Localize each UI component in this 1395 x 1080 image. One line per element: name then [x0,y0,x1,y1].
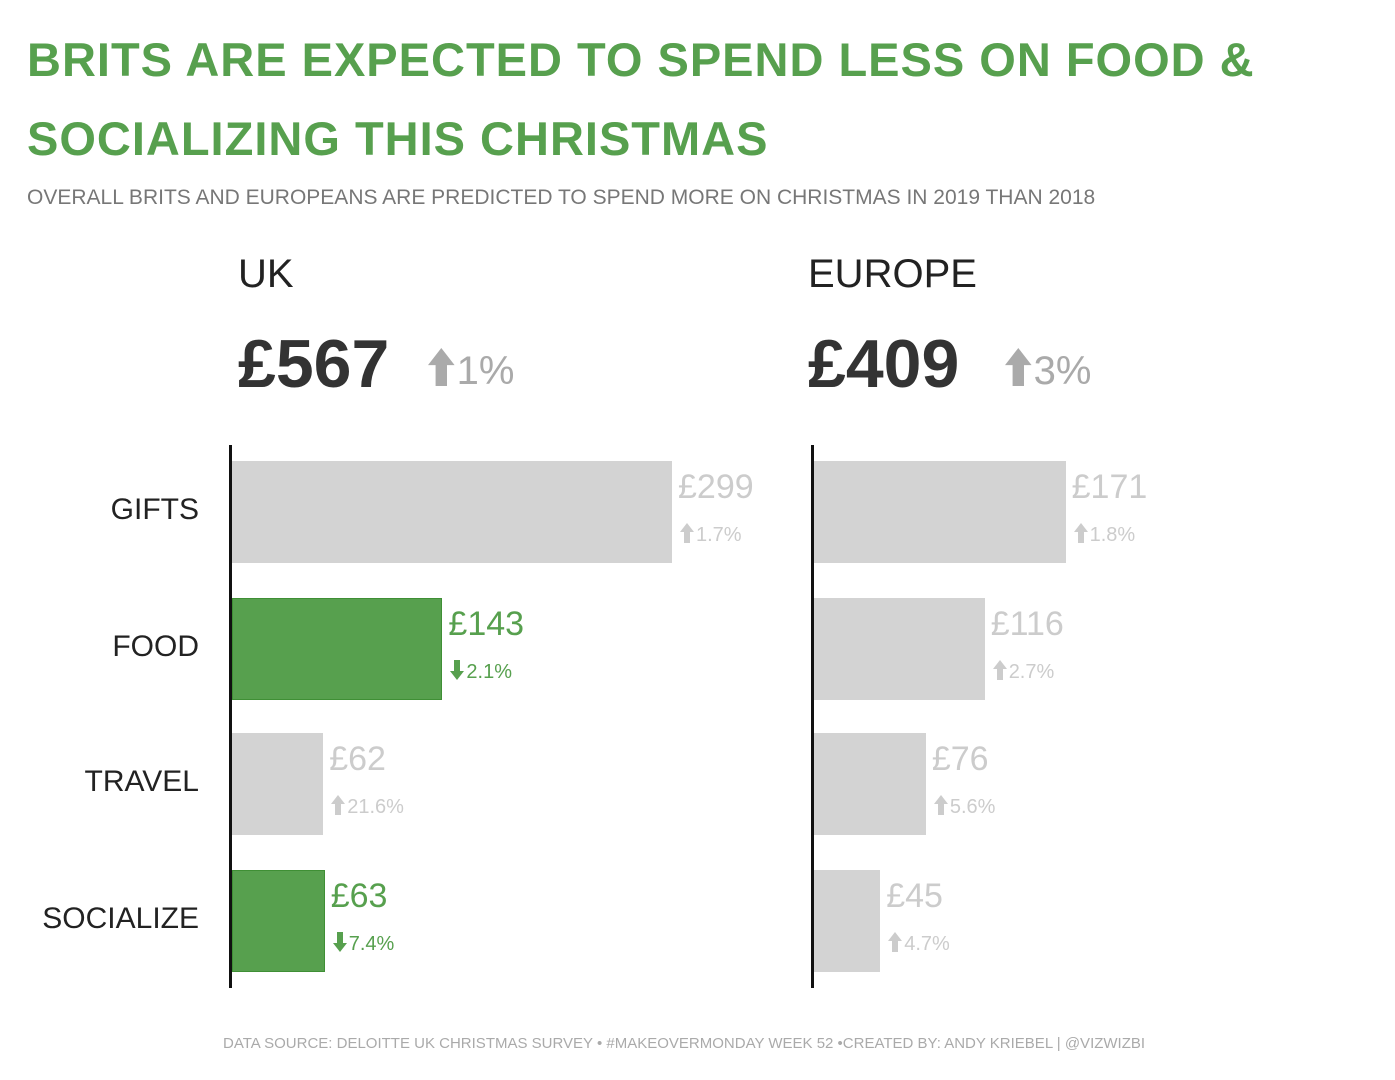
bar-europe-travel [814,733,926,835]
bar-europe-gifts [814,461,1066,563]
change-label-europe-travel: 5.6% [933,795,996,819]
change-text: 1.7% [696,524,742,546]
change-text: 21.6% [347,796,404,818]
change-label-uk-travel: 21.6% [331,795,404,819]
bar-uk-food [232,598,443,700]
value-label-europe-food: £116 [990,605,1064,643]
chart-subtitle: OVERALL BRITS AND EUROPEANS ARE PREDICTE… [27,186,1096,209]
arrow-up-icon [1073,523,1090,546]
bar-europe-socialize [814,870,881,972]
bar-uk-socialize [232,870,325,972]
arrow-up-icon [680,523,696,546]
arrow-down-icon [332,932,349,955]
change-text: 1.8% [1089,524,1136,546]
value-label-uk-travel: £62 [329,740,386,778]
category-label-gifts: GIFTS [110,493,199,526]
category-label-travel: TRAVEL [84,765,199,798]
change-text: 2.7% [1008,661,1055,683]
change-label-europe-food: 2.7% [992,660,1055,684]
arrow-up-icon [888,932,904,955]
change-label-uk-gifts: 1.7% [680,523,742,547]
axis-line-europe [811,445,814,988]
panel-title-uk: UK [238,252,294,296]
bar-europe-food [814,598,985,700]
total-change-europe: 3% [1005,348,1091,394]
value-label-europe-socialize: £45 [886,877,943,915]
change-label-europe-socialize: 4.7% [888,932,950,956]
axis-line-uk [229,445,232,988]
arrow-up-icon [992,660,1009,683]
arrow-up-icon [428,348,457,393]
category-label-food: FOOD [112,630,199,663]
panel-title-europe: EUROPE [808,252,977,296]
category-label-socialize: SOCIALIZE [42,902,199,935]
change-text: 2.1% [466,661,513,683]
value-label-uk-socialize: £63 [330,877,388,915]
change-label-europe-gifts: 1.8% [1073,523,1136,547]
arrow-down-icon [450,660,466,683]
value-label-uk-gifts: £299 [678,468,754,506]
chart-title-line-2: SOCIALIZING THIS CHRISTMAS [27,112,769,165]
arrow-up-icon [933,795,950,818]
total-change-uk: 1% [428,348,514,394]
value-label-uk-food: £143 [448,605,525,643]
chart-title-line-1: BRITS ARE EXPECTED TO SPEND LESS ON FOOD… [27,33,1255,86]
change-label-uk-socialize: 7.4% [332,932,395,956]
value-label-europe-gifts: £171 [1071,468,1148,506]
change-text: 5.6% [949,796,996,818]
total-change-text: 1% [456,349,515,393]
value-label-europe-travel: £76 [931,740,989,778]
total-value-europe: £409 [808,326,960,402]
total-change-text: 3% [1033,349,1092,393]
change-label-uk-food: 2.1% [450,660,512,684]
bar-uk-travel [232,733,324,835]
change-text: 7.4% [348,933,395,955]
change-text: 4.7% [904,933,950,955]
arrow-up-icon [331,795,347,818]
arrow-up-icon [1005,348,1034,393]
footer-source: DATA SOURCE: DELOITTE UK CHRISTMAS SURVE… [223,1035,1146,1052]
total-value-uk: £567 [238,326,390,402]
bar-uk-gifts [232,461,672,563]
